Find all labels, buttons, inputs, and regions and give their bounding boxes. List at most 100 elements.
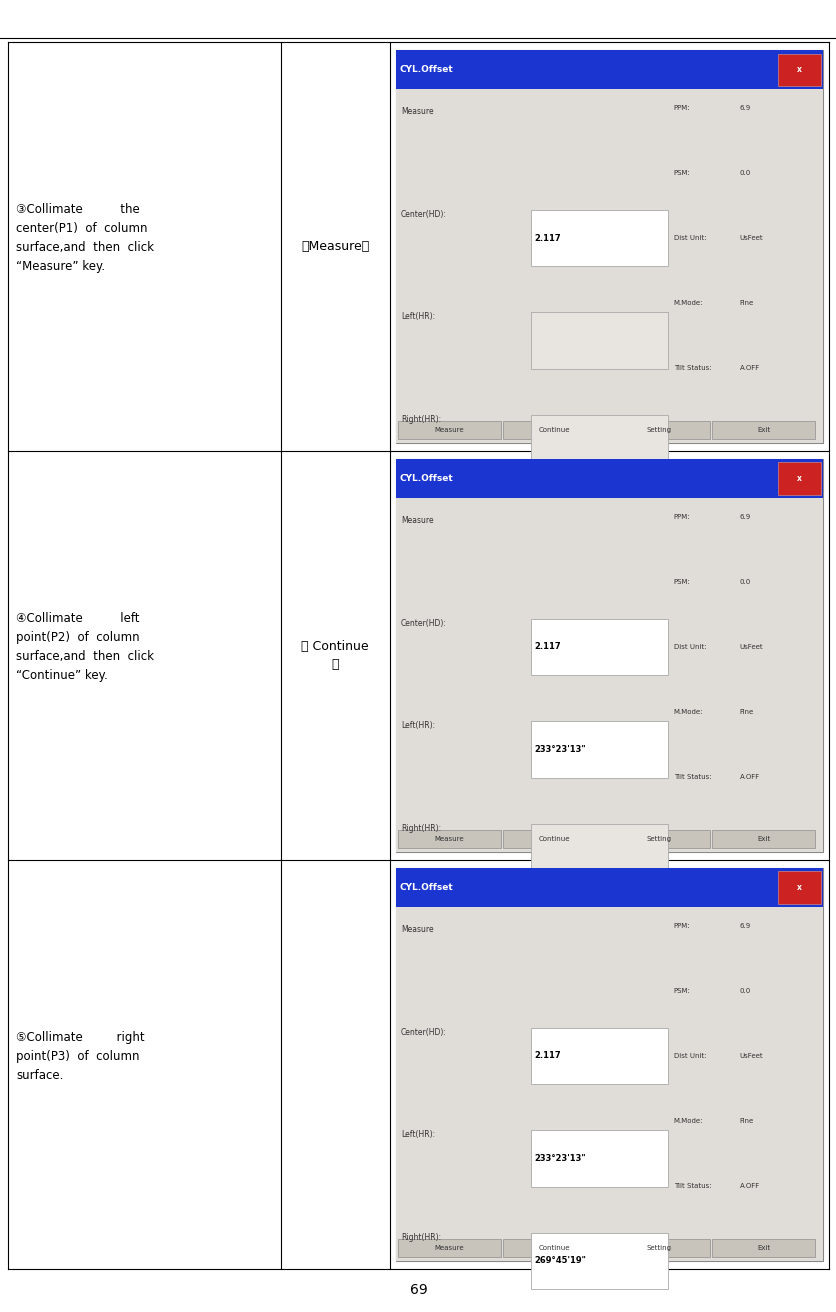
Text: Measure: Measure — [434, 1245, 463, 1250]
Text: UsFeet: UsFeet — [739, 1054, 762, 1059]
Text: 【Measure】: 【Measure】 — [301, 240, 369, 253]
Text: A.OFF: A.OFF — [739, 365, 759, 371]
Text: CYL.Offset: CYL.Offset — [400, 474, 453, 483]
Text: Continue: Continue — [538, 426, 569, 433]
Text: 6.9: 6.9 — [739, 514, 750, 520]
Text: x: x — [796, 883, 801, 892]
Bar — [530, 1130, 667, 1186]
Bar — [395, 907, 822, 1261]
Text: 2.117: 2.117 — [533, 1051, 560, 1060]
Text: x: x — [796, 474, 801, 483]
Text: 6.9: 6.9 — [739, 105, 750, 112]
Text: ④Collimate          left
point(P2)  of  column
surface,and  then  click
“Continu: ④Collimate left point(P2) of column surf… — [16, 613, 154, 682]
Text: Center(HD):: Center(HD): — [400, 619, 446, 627]
Text: Center(HD):: Center(HD): — [400, 210, 446, 219]
Text: UsFeet: UsFeet — [739, 235, 762, 241]
Text: A.OFF: A.OFF — [739, 1183, 759, 1189]
Bar — [530, 722, 667, 778]
Text: Right(HR):: Right(HR): — [400, 824, 441, 833]
Text: ⑤Collimate         right
point(P3)  of  column
surface.: ⑤Collimate right point(P3) of column sur… — [16, 1031, 145, 1082]
Text: M.Mode:: M.Mode: — [673, 300, 702, 306]
Text: Continue: Continue — [538, 836, 569, 842]
Bar — [395, 867, 822, 1261]
Bar — [395, 89, 822, 443]
Text: Left(HR):: Left(HR): — [400, 1130, 435, 1139]
Bar — [397, 829, 500, 848]
Text: CYL.Offset: CYL.Offset — [400, 883, 453, 892]
Text: 【 Continue
】: 【 Continue 】 — [301, 640, 369, 670]
Text: Exit: Exit — [756, 836, 769, 842]
Text: CYL.Offset: CYL.Offset — [400, 66, 453, 75]
Bar — [530, 1233, 667, 1290]
Text: Setting: Setting — [645, 836, 670, 842]
Text: Fine: Fine — [739, 300, 753, 306]
Text: 2.117: 2.117 — [533, 643, 560, 652]
Text: M.Mode:: M.Mode: — [673, 708, 702, 715]
Text: A.OFF: A.OFF — [739, 774, 759, 781]
Bar — [395, 867, 822, 907]
Text: Setting: Setting — [645, 1245, 670, 1250]
Text: Measure: Measure — [400, 925, 433, 934]
Text: Dist Unit:: Dist Unit: — [673, 1054, 706, 1059]
Bar — [502, 1239, 604, 1257]
Text: Right(HR):: Right(HR): — [400, 1233, 441, 1241]
Text: Dist Unit:: Dist Unit: — [673, 644, 706, 651]
Bar — [530, 312, 667, 369]
Bar — [502, 829, 604, 848]
Bar — [530, 824, 667, 880]
Bar — [711, 829, 814, 848]
Text: Measure: Measure — [434, 426, 463, 433]
Text: Left(HR):: Left(HR): — [400, 722, 435, 731]
Text: Exit: Exit — [756, 426, 769, 433]
Text: Tilt Status:: Tilt Status: — [673, 774, 711, 781]
Text: 6.9: 6.9 — [739, 924, 750, 929]
Text: PPM:: PPM: — [673, 514, 690, 520]
Bar — [395, 50, 822, 89]
Text: Measure: Measure — [400, 108, 433, 117]
Bar — [530, 210, 667, 266]
Bar — [777, 54, 820, 85]
Text: Tilt Status:: Tilt Status: — [673, 1183, 711, 1189]
Text: ③Collimate          the
center(P1)  of  column
surface,and  then  click
“Measure: ③Collimate the center(P1) of column surf… — [16, 203, 154, 273]
Text: x: x — [796, 66, 801, 75]
Text: PPM:: PPM: — [673, 924, 690, 929]
Bar — [777, 871, 820, 904]
Bar — [395, 50, 822, 443]
Text: Fine: Fine — [739, 1118, 753, 1124]
Bar — [395, 499, 822, 851]
Text: Continue: Continue — [538, 1245, 569, 1250]
Bar — [395, 459, 822, 499]
Text: Measure: Measure — [434, 836, 463, 842]
Text: 233°23'13": 233°23'13" — [533, 1153, 585, 1162]
Text: 2.117: 2.117 — [533, 234, 560, 243]
Text: 0.0: 0.0 — [739, 171, 750, 176]
Text: Measure: Measure — [400, 516, 433, 525]
Bar — [397, 1239, 500, 1257]
Text: UsFeet: UsFeet — [739, 644, 762, 651]
Text: Left(HR):: Left(HR): — [400, 312, 435, 321]
Text: PSM:: PSM: — [673, 171, 690, 176]
Text: PSM:: PSM: — [673, 988, 690, 994]
Bar — [397, 421, 500, 440]
Bar — [502, 421, 604, 440]
Text: PPM:: PPM: — [673, 105, 690, 112]
Text: Center(HD):: Center(HD): — [400, 1027, 446, 1036]
Text: 0.0: 0.0 — [739, 579, 750, 585]
Text: Dist Unit:: Dist Unit: — [673, 235, 706, 241]
Bar — [607, 829, 709, 848]
Bar — [777, 462, 820, 495]
Bar — [711, 1239, 814, 1257]
Text: Exit: Exit — [756, 1245, 769, 1250]
Bar — [395, 459, 822, 851]
Text: Fine: Fine — [739, 708, 753, 715]
Text: Setting: Setting — [645, 426, 670, 433]
Bar — [530, 619, 667, 676]
Text: 69: 69 — [409, 1283, 427, 1298]
Text: PSM:: PSM: — [673, 579, 690, 585]
Bar — [711, 421, 814, 440]
Bar — [530, 1027, 667, 1084]
Text: Tilt Status:: Tilt Status: — [673, 365, 711, 371]
Text: 269°45'19": 269°45'19" — [533, 1257, 585, 1265]
Text: Right(HR):: Right(HR): — [400, 415, 441, 424]
Bar — [530, 415, 667, 471]
